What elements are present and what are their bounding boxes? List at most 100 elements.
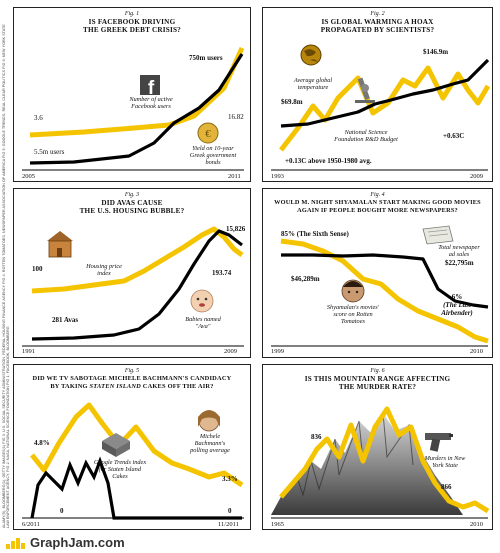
caption-facebook-users: Number of active Facebook users	[129, 96, 173, 110]
label-85-percent-text: 85% (The Sixth Sense)	[281, 230, 349, 238]
label-6-percent-value: 6%	[451, 293, 463, 301]
panel-header: Fig. 3 DID AVAS CAUSE THE U.S. HOUSING B…	[14, 192, 250, 215]
label-zero-end: 0	[228, 507, 232, 515]
label-836: 836	[311, 433, 322, 441]
panel-fig1: Fig. 1 IS FACEBOOK DRIVING THE GREEK DEB…	[13, 7, 251, 182]
caption-newspaper-ad-sales: Total newspaper ad sales	[438, 244, 480, 258]
globe-icon	[300, 44, 322, 66]
chart-fig2	[271, 44, 491, 171]
label-4-8-percent: 4.8%	[34, 439, 50, 447]
question-line-2: THE MURDER RATE?	[338, 383, 417, 391]
caption-nsf-budget: National Science Foundation R&D Budget	[334, 129, 398, 143]
chart-fig6	[271, 406, 490, 519]
caption-ava-babies: Babies named "Ava"	[185, 316, 221, 330]
chart-fig1: f €	[22, 46, 245, 171]
newspaper-icon	[422, 225, 454, 245]
footer: GraphJam.com	[0, 533, 500, 553]
fig-number: Fig. 6	[370, 368, 385, 374]
cake-icon	[102, 433, 130, 457]
panel-fig5: Fig. 5 DID WE TV SABOTAGE MICHELE BACHMA…	[13, 364, 251, 530]
label-46289m: $46,289m	[291, 275, 320, 283]
chart-fig5	[22, 402, 244, 520]
label-plus-0-13c: +0.13C above 1950-1980 avg.	[285, 157, 372, 165]
panel-fig2: Fig. 2 IS GLOBAL WARMING A HOAX PROPAGAT…	[262, 7, 493, 182]
series-facebook-users	[29, 53, 244, 165]
series-staten-island-cakes	[30, 456, 242, 520]
x-tick-start: 1999	[271, 348, 284, 355]
baby-face-icon	[190, 289, 214, 313]
house-icon	[47, 231, 73, 258]
x-tick-start: 1965	[271, 521, 284, 528]
series-bachmann-polling	[30, 402, 244, 488]
series-housing-price-index	[31, 226, 244, 294]
caption-housing-price-index: Housing price index	[86, 263, 122, 277]
question-line-2-b: STATEN ISLAND	[89, 383, 141, 390]
series-greek-bond-yield	[29, 46, 245, 138]
label-750m-users: 750m users	[189, 54, 223, 62]
label-866: 866	[441, 483, 452, 491]
caption-staten-island-cakes: Google Trends index for Staten Island Ca…	[93, 459, 147, 480]
label-5-5m-users: 5.5m users	[34, 148, 65, 156]
x-tick-start: 1993	[271, 173, 284, 180]
caption-ny-murders: Murders in New York State	[424, 455, 466, 469]
series-ava-babies	[31, 229, 243, 341]
series-nsf-budget	[280, 58, 490, 128]
facebook-logo-icon: f	[140, 75, 160, 99]
question-line-1: IS THIS MOUNTAIN RANGE AFFECTING	[304, 375, 451, 383]
panel-fig4: Fig. 4 WOULD M. NIGHT SHYAMALAN START MA…	[262, 188, 493, 358]
panel-fig3: Fig. 3 DID AVAS CAUSE THE U.S. HOUSING B…	[13, 188, 251, 358]
label-85-percent: 85% (The Sixth Sense)	[281, 230, 349, 238]
label-281-avas: 281 Avas	[52, 316, 79, 324]
label-3-3-percent: 3.3%	[222, 475, 238, 483]
label-146-9m: $146.9m	[423, 48, 449, 56]
panel-header: Fig. 2 IS GLOBAL WARMING A HOAX PROPAGAT…	[263, 11, 492, 34]
panel-header: Fig. 4 WOULD M. NIGHT SHYAMALAN START MA…	[263, 192, 492, 215]
label-last-airbender-2: Airbender)	[441, 309, 473, 317]
question-line-2: AGAIN IF PEOPLE BOUGHT MORE NEWSPAPERS?	[297, 207, 458, 214]
caption-greek-bonds: Yield on 10-year Greek government bonds	[189, 145, 237, 166]
graphjam-logo-icon	[6, 537, 28, 549]
label-3-6: 3.6	[34, 114, 43, 122]
euro-coin-icon: €	[197, 122, 219, 144]
microscope-icon	[355, 77, 375, 103]
caption-rotten-tomatoes: Shyamalan's movies' score on Rotten Toma…	[326, 304, 380, 325]
question-line-2: BY TAKING STATEN ISLAND CAKES OFF THE AI…	[14, 383, 250, 391]
x-tick-end: 2009	[470, 173, 483, 180]
question-line-2-c: CAKES OFF THE AIR?	[140, 383, 214, 390]
panel-header: Fig. 1 IS FACEBOOK DRIVING THE GREEK DEB…	[14, 11, 250, 34]
question-line-1: WOULD M. NIGHT SHYAMALAN START MAKING GO…	[274, 199, 481, 206]
label-100: 100	[32, 265, 43, 273]
question-line-2: PROPAGATED BY SCIENTISTS?	[320, 26, 435, 34]
question-line-2: THE U.S. HOUSING BUBBLE?	[79, 207, 185, 215]
handgun-icon	[425, 433, 453, 452]
label-last-airbender-1: (The Last	[443, 301, 471, 309]
svg-text:f: f	[148, 78, 155, 99]
brand-link[interactable]: GraphJam.com	[30, 535, 125, 550]
panel-header: Fig. 6 IS THIS MOUNTAIN RANGE AFFECTING …	[263, 368, 492, 391]
x-tick-end: 2010	[470, 348, 483, 355]
panel-fig6: Fig. 6 IS THIS MOUNTAIN RANGE AFFECTING …	[262, 364, 493, 530]
x-tick-end: 2011	[228, 173, 241, 180]
question-line-2-a: BY TAKING	[50, 383, 90, 390]
side-credit-text: ALAMY(5), BLOOMBERG(1), GETTY IMAGES(1) …	[2, 24, 10, 528]
svg-text:€: €	[205, 128, 211, 140]
x-tick-end: 2009	[224, 348, 237, 355]
caption-global-temperature: Average global temperature	[293, 77, 333, 91]
fig-number: Fig. 2	[370, 11, 385, 17]
question-line-1: IS GLOBAL WARMING A HOAX	[321, 18, 434, 26]
x-tick-end: 11/2011	[218, 521, 239, 528]
chart-fig3	[22, 226, 244, 347]
label-193-74: 193.74	[212, 269, 232, 277]
question-line-1: IS FACEBOOK DRIVING	[88, 18, 176, 26]
series-ny-murders	[279, 406, 490, 514]
panel-header: Fig. 5 DID WE TV SABOTAGE MICHELE BACHMA…	[14, 368, 250, 391]
label-15826: 15,826	[226, 225, 246, 233]
x-tick-start: 2005	[22, 173, 35, 180]
label-16-82: 16.82	[228, 113, 244, 121]
label-6-percent: 6% (The Last Airbender)	[437, 293, 477, 317]
chart-fig4	[271, 225, 489, 347]
x-tick-end: 2010	[470, 521, 483, 528]
label-plus-0-63c: +0.63C	[443, 132, 465, 140]
fig-number: Fig. 1	[124, 11, 140, 17]
fig-number: Fig. 4	[370, 192, 385, 198]
